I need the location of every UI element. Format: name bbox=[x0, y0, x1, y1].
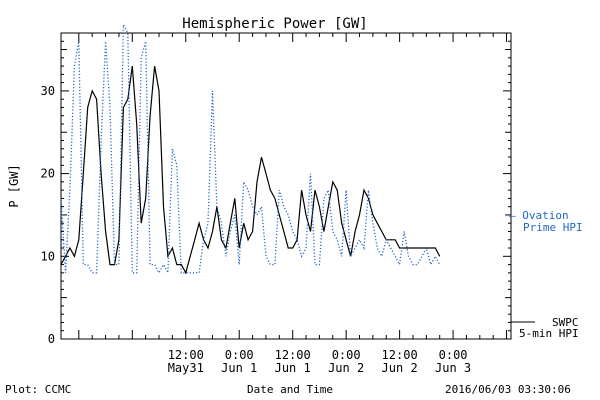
plot-frame bbox=[60, 32, 512, 340]
x-tick-label-date: Jun 3 bbox=[435, 361, 471, 375]
y-tick-label: 30 bbox=[41, 84, 55, 98]
x-tick-label-date: Jun 2 bbox=[382, 361, 418, 375]
footer-left: Plot: CCMC bbox=[5, 383, 71, 396]
x-axis-label: Date and Time bbox=[247, 383, 333, 396]
x-tick-label-date: May31 bbox=[168, 361, 204, 375]
x-tick-label-date: Jun 2 bbox=[328, 361, 364, 375]
legend-swpc-line2: 5-min HPI bbox=[519, 327, 579, 340]
swpc-hpi-line bbox=[60, 65, 441, 275]
x-tick-label-date: Jun 1 bbox=[221, 361, 257, 375]
legend-ovation-line2: Prime HPI bbox=[523, 221, 583, 234]
legend-ovation-line1: — Ovation bbox=[509, 209, 569, 222]
x-tick-label-time: 12:00 bbox=[168, 348, 204, 362]
x-tick-label-date: Jun 1 bbox=[275, 361, 311, 375]
y-tick-label: 10 bbox=[41, 249, 55, 263]
footer-right: 2016/06/03 03:30:06 bbox=[445, 383, 571, 396]
x-tick-label-time: 0:00 bbox=[332, 348, 361, 362]
x-tick-label-time: 12:00 bbox=[382, 348, 418, 362]
x-tick-label-time: 0:00 bbox=[439, 348, 468, 362]
chart-title: Hemispheric Power [GW] bbox=[182, 16, 367, 32]
legend-swpc-line1: SWPC bbox=[552, 316, 579, 329]
y-tick-label: 0 bbox=[48, 332, 55, 346]
x-tick-label-time: 12:00 bbox=[275, 348, 311, 362]
y-tick-label: 20 bbox=[41, 167, 55, 181]
x-tick-label-time: 0:00 bbox=[225, 348, 254, 362]
series-group bbox=[60, 22, 441, 276]
y-axis-label: P [GW] bbox=[7, 164, 21, 207]
